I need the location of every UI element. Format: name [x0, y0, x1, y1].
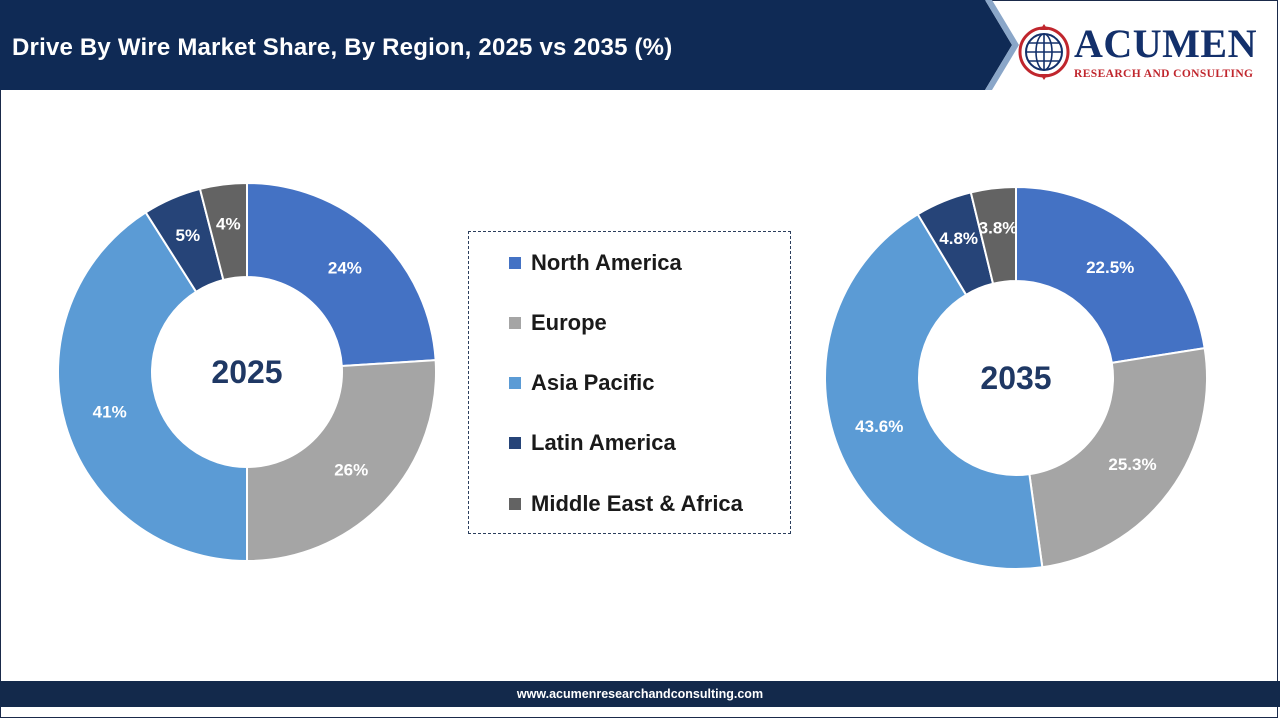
legend-label: Middle East & Africa	[531, 491, 743, 516]
slice-label-latin-america: 5%	[176, 226, 201, 245]
slice-label-asia-pacific: 43.6%	[855, 417, 903, 436]
slice-label-asia-pacific: 41%	[93, 402, 127, 421]
slice-north-america	[1015, 185, 1206, 364]
title-bar	[0, 0, 1019, 90]
legend-label: North America	[531, 250, 682, 275]
footer-bar: www.acumenresearchandconsulting.com	[0, 681, 1280, 707]
legend-swatch	[509, 437, 521, 449]
slice-europe	[1028, 346, 1208, 569]
slice-label-middle-east-and-africa: 4%	[216, 215, 241, 234]
legend-item-asia-pacific: Asia Pacific	[509, 370, 655, 396]
legend-item-middle-east-africa: Middle East & Africa	[509, 491, 743, 517]
slice-label-north-america: 24%	[328, 258, 362, 277]
center-label: 2035	[980, 360, 1051, 396]
slice-label-latin-america: 4.8%	[939, 229, 978, 248]
slice-middle-east-and-africa	[198, 181, 248, 282]
logo-subtitle: RESEARCH AND CONSULTING	[1074, 68, 1254, 80]
legend-item-europe: Europe	[509, 310, 607, 336]
legend-item-latin-america: Latin America	[509, 430, 676, 456]
page-title: Drive By Wire Market Share, By Region, 2…	[12, 34, 673, 61]
legend-label: Europe	[531, 310, 607, 335]
title-bar-accent	[985, 0, 1019, 90]
company-logo: ACUMEN RESEARCH AND CONSULTING	[1016, 22, 1266, 82]
slice-europe	[246, 359, 437, 563]
slice-asia-pacific	[824, 212, 1044, 570]
slice-middle-east-and-africa	[969, 185, 1017, 285]
legend-swatch	[509, 377, 521, 389]
slice-asia-pacific	[57, 211, 248, 563]
slice-label-europe: 26%	[334, 460, 368, 479]
title-bar-shape	[0, 0, 1012, 90]
slice-label-middle-east-and-africa: 3.8%	[979, 219, 1018, 238]
chart-legend: North America Europe Asia Pacific Latin …	[468, 231, 791, 534]
slice-north-america	[246, 181, 437, 368]
legend-label: Latin America	[531, 430, 676, 455]
legend-swatch	[509, 317, 521, 329]
center-label: 2025	[211, 354, 282, 390]
globe-icon	[1018, 24, 1070, 80]
donut-chart-2035: 22.5% 25.3% 43.6% 4.8%3.8% 2035	[824, 185, 1208, 570]
legend-item-north-america: North America	[509, 250, 682, 276]
slice-label-europe: 25.3%	[1108, 455, 1156, 474]
donut-charts: 24% 26% 41% 5% 4% 2025 22.5% 25.3% 43.6% 4.8%3.8%…	[57, 181, 1208, 570]
footer-url: www.acumenresearchandconsulting.com	[516, 687, 764, 701]
legend-label: Asia Pacific	[531, 370, 655, 395]
slice-label-north-america: 22.5%	[1086, 258, 1134, 277]
donut-chart-2025: 24% 26% 41% 5% 4% 2025	[57, 181, 437, 563]
legend-swatch	[509, 498, 521, 510]
legend-swatch	[509, 257, 521, 269]
logo-wordmark: ACUMEN	[1074, 21, 1257, 66]
